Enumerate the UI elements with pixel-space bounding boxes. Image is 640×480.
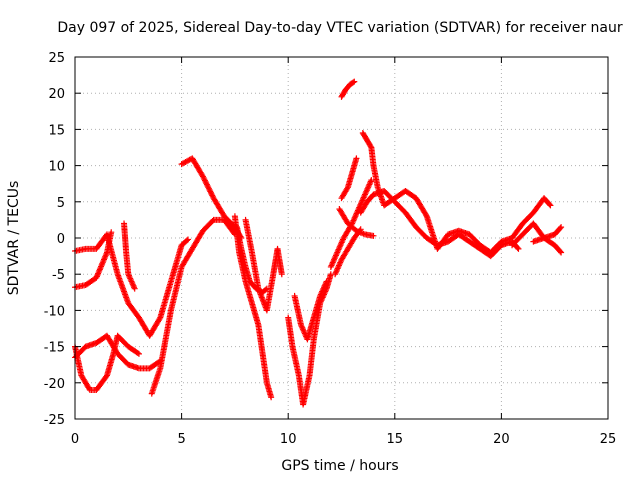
x-tick-label: 15 [387, 432, 404, 447]
series-arc-l [291, 278, 330, 343]
data-point [108, 229, 115, 236]
data-point [514, 244, 521, 251]
axis-ticks [74, 56, 609, 420]
series-arc-j [242, 216, 285, 314]
y-tick-label: -5 [52, 268, 65, 283]
data-point [200, 174, 207, 181]
y-tick-label: 15 [48, 123, 65, 138]
series-arc-o [338, 155, 360, 202]
data-point [204, 182, 211, 189]
data-point [557, 248, 564, 255]
x-tick-label: 10 [280, 432, 297, 447]
data-point [207, 188, 214, 195]
y-tick-label: 25 [48, 51, 65, 66]
data-point [207, 189, 214, 196]
series-arc-e [121, 220, 138, 292]
series-arc-b [72, 229, 115, 291]
data-point [278, 271, 285, 278]
data-point [350, 79, 357, 86]
data-point [344, 185, 351, 192]
data-point [183, 237, 190, 244]
data-point [156, 315, 163, 322]
series-arc-q [338, 78, 358, 100]
data-point [515, 245, 522, 252]
x-axis-label: GPS time / hours [281, 458, 398, 474]
data-point [323, 278, 330, 285]
data-points [72, 78, 565, 408]
series-arc-d [72, 332, 164, 372]
y-tick-labels: -25 -20 -15 -10 -5 0 5 10 15 20 25 [44, 51, 65, 428]
data-point [135, 350, 142, 357]
series-arc-p [336, 206, 377, 239]
data-point [370, 232, 377, 239]
series-arc-s [357, 187, 522, 260]
series-arc-t [509, 220, 565, 256]
data-point [201, 177, 208, 184]
x-tick-label: 5 [177, 432, 185, 447]
data-point [558, 249, 565, 256]
data-point [208, 191, 215, 198]
data-point [558, 224, 565, 231]
series-arc-n [332, 226, 364, 278]
data-point [103, 373, 110, 380]
data-point [353, 155, 360, 162]
data-point [547, 202, 554, 209]
data-point [206, 187, 213, 194]
x-tick-label: 0 [71, 432, 79, 447]
series-arc-a [72, 231, 191, 339]
x-tick-label: 20 [493, 432, 510, 447]
data-point [131, 285, 138, 292]
y-tick-label: -15 [44, 341, 65, 356]
series-arc-u [530, 224, 565, 245]
data-point [209, 192, 216, 199]
data-point [184, 236, 191, 243]
y-tick-label: -25 [44, 413, 65, 428]
series-arc-f [148, 216, 238, 397]
data-point [199, 173, 206, 180]
data-point [134, 350, 141, 357]
series-arc-k [285, 271, 334, 408]
data-point [203, 181, 210, 188]
data-point [268, 394, 275, 401]
data-point [205, 184, 212, 191]
x-tick-label: 25 [600, 432, 617, 447]
y-tick-label: 5 [57, 196, 65, 211]
data-point [203, 180, 210, 187]
data-point [423, 211, 430, 218]
data-point [367, 143, 374, 150]
data-point [201, 176, 208, 183]
data-point [205, 185, 212, 192]
y-tick-label: -10 [44, 304, 65, 319]
series-arc-i [234, 224, 270, 296]
data-point [351, 78, 358, 85]
y-tick-label: 20 [48, 87, 65, 102]
data-point [546, 201, 553, 208]
y-tick-label: 0 [57, 232, 65, 247]
y-tick-label: -20 [44, 377, 65, 392]
y-axis-label: SDTVAR / TECUs [6, 181, 22, 296]
data-point [202, 178, 209, 185]
data-point [557, 225, 564, 232]
x-tick-labels: 0 5 10 15 20 25 [71, 432, 616, 447]
y-tick-label: 10 [48, 160, 65, 175]
series-arc-r [359, 130, 554, 256]
chart-title: Day 097 of 2025, Sidereal Day-to-day VTE… [57, 20, 623, 36]
